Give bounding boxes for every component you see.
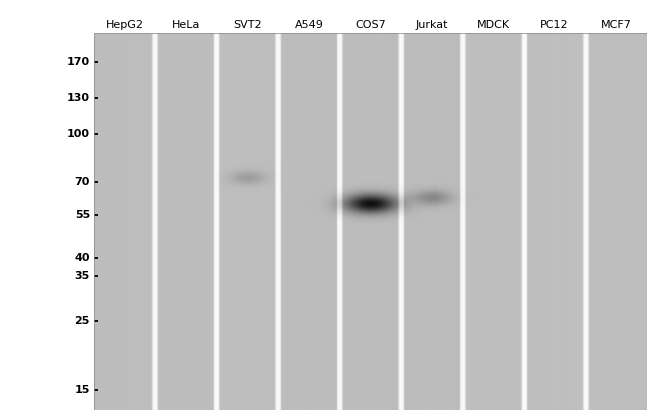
Text: COS7: COS7: [355, 20, 386, 30]
Text: PC12: PC12: [540, 20, 569, 30]
Text: MDCK: MDCK: [476, 20, 510, 30]
Text: 35: 35: [75, 271, 90, 281]
Text: 25: 25: [75, 316, 90, 326]
Text: 70: 70: [75, 177, 90, 187]
Text: 15: 15: [75, 385, 90, 395]
Text: HepG2: HepG2: [106, 20, 144, 30]
Text: 100: 100: [67, 129, 90, 139]
Text: MCF7: MCF7: [601, 20, 632, 30]
Text: 55: 55: [75, 209, 90, 219]
Text: 170: 170: [67, 57, 90, 67]
Text: 130: 130: [67, 93, 90, 103]
Text: HeLa: HeLa: [172, 20, 200, 30]
Text: 40: 40: [75, 252, 90, 263]
Text: SVT2: SVT2: [233, 20, 262, 30]
Text: A549: A549: [294, 20, 324, 30]
Text: Jurkat: Jurkat: [415, 20, 448, 30]
